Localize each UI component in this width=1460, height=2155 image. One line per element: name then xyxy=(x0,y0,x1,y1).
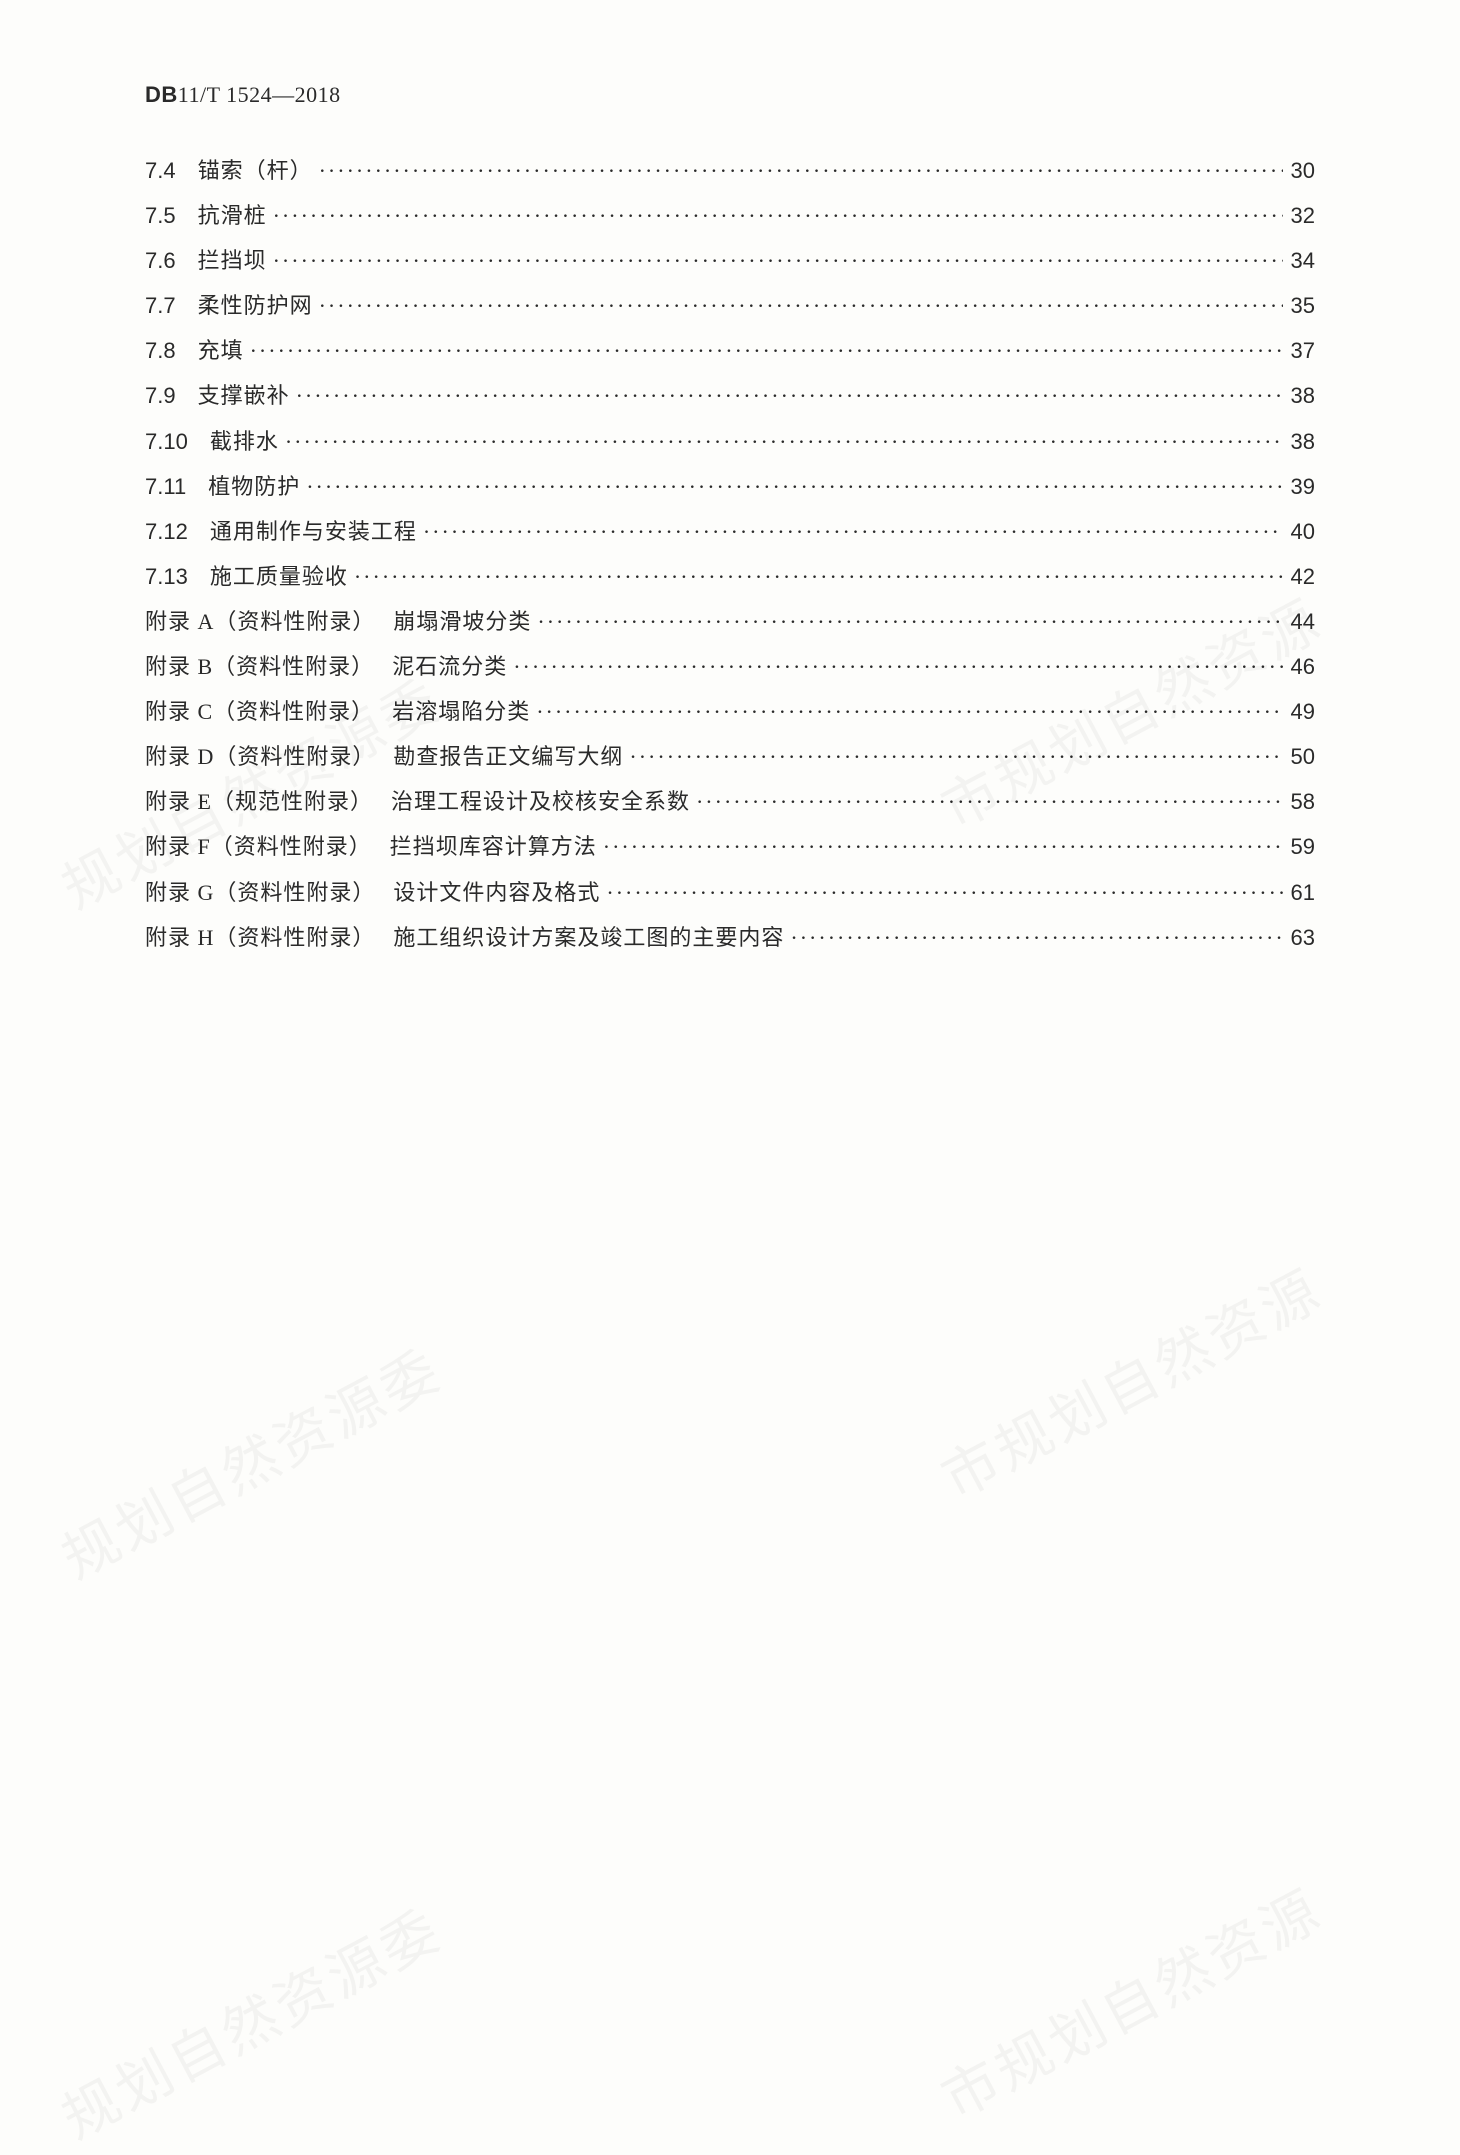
toc-appendix-entry: 附录 D（资料性附录）勘查报告正文编写大纲···················… xyxy=(145,734,1315,779)
page: DB11/T 1524—2018 7.4锚索（杆）···············… xyxy=(0,0,1460,2048)
doc-header: DB11/T 1524—2018 xyxy=(145,82,1315,108)
toc-entry-number: 7.13 xyxy=(145,554,210,599)
watermark-text: 市规划自然资源 xyxy=(926,1866,1335,2135)
toc-leader-dots: ········································… xyxy=(354,554,1283,599)
toc-entry-page: 40 xyxy=(1283,509,1315,554)
toc-entry-title: 支撑嵌补 xyxy=(198,373,296,418)
toc-appendix-title: 施工组织设计方案及竣工图的主要内容 xyxy=(393,915,790,960)
toc-entry-number: 7.10 xyxy=(145,419,210,464)
toc-leader-dots: ········································… xyxy=(273,193,1283,238)
toc-leader-dots: ········································… xyxy=(603,824,1283,869)
toc-appendix-label: 附录 F（资料性附录） xyxy=(145,824,390,869)
toc-leader-dots: ········································… xyxy=(319,283,1283,328)
toc-entry: 7.9支撑嵌补·································… xyxy=(145,373,1315,418)
toc-entry: 7.8充填···································… xyxy=(145,328,1315,373)
toc-entry: 7.11植物防护································… xyxy=(145,464,1315,509)
toc-appendix-title: 设计文件内容及格式 xyxy=(393,870,606,915)
toc-appendix-page: 61 xyxy=(1283,870,1315,915)
toc-entry-page: 38 xyxy=(1283,373,1315,418)
toc-entry-title: 植物防护 xyxy=(208,464,306,509)
toc-entry-page: 32 xyxy=(1283,193,1315,238)
toc-entry: 7.10截排水·································… xyxy=(145,419,1315,464)
toc-appendix-page: 49 xyxy=(1283,689,1315,734)
table-of-contents: 7.4锚索（杆）································… xyxy=(145,148,1315,960)
toc-leader-dots: ········································… xyxy=(790,915,1283,960)
toc-appendix-page: 58 xyxy=(1283,779,1315,824)
toc-entry: 7.13施工质量验收······························… xyxy=(145,554,1315,599)
toc-appendix-title: 勘查报告正文编写大纲 xyxy=(393,734,629,779)
toc-entry-title: 施工质量验收 xyxy=(210,554,354,599)
toc-leader-dots: ········································… xyxy=(629,734,1283,779)
toc-appendix-entry: 附录 H（资料性附录）施工组织设计方案及竣工图的主要内容············… xyxy=(145,915,1315,960)
watermark-text: 市规划自然资源 xyxy=(926,1246,1335,1515)
toc-appendix-page: 46 xyxy=(1283,644,1315,689)
toc-appendix-page: 50 xyxy=(1283,734,1315,779)
toc-appendix-label: 附录 B（资料性附录） xyxy=(145,644,392,689)
toc-entry-number: 7.6 xyxy=(145,238,198,283)
toc-entry: 7.6拦挡坝··································… xyxy=(145,238,1315,283)
watermark-text: 规划自然资源委 xyxy=(46,1886,455,2155)
toc-entry-number: 7.12 xyxy=(145,509,210,554)
toc-leader-dots: ········································… xyxy=(606,870,1283,915)
toc-appendix-title: 治理工程设计及校核安全系数 xyxy=(391,779,696,824)
toc-entry-title: 拦挡坝 xyxy=(198,238,273,283)
doc-code-rest: 11/T 1524—2018 xyxy=(178,82,341,107)
toc-leader-dots: ········································… xyxy=(536,689,1283,734)
toc-appendix-label: 附录 D（资料性附录） xyxy=(145,734,393,779)
toc-entry-page: 42 xyxy=(1283,554,1315,599)
toc-entry-title: 通用制作与安装工程 xyxy=(210,509,423,554)
toc-leader-dots: ········································… xyxy=(319,148,1283,193)
toc-appendix-title: 拦挡坝库容计算方法 xyxy=(390,824,603,869)
toc-entry: 7.5抗滑桩··································… xyxy=(145,193,1315,238)
toc-leader-dots: ········································… xyxy=(273,238,1283,283)
toc-entry-title: 抗滑桩 xyxy=(198,193,273,238)
toc-appendix-label: 附录 C（资料性附录） xyxy=(145,689,392,734)
toc-leader-dots: ········································… xyxy=(285,419,1283,464)
toc-entry-page: 39 xyxy=(1283,464,1315,509)
toc-entry-page: 37 xyxy=(1283,328,1315,373)
toc-appendix-page: 59 xyxy=(1283,824,1315,869)
toc-appendix-label: 附录 G（资料性附录） xyxy=(145,870,393,915)
toc-appendix-entry: 附录 F（资料性附录）拦挡坝库容计算方法····················… xyxy=(145,824,1315,869)
toc-entry-number: 7.5 xyxy=(145,193,198,238)
toc-entry-page: 38 xyxy=(1283,419,1315,464)
toc-appendix-entry: 附录 B（资料性附录）泥石流分类························… xyxy=(145,644,1315,689)
toc-appendix-label: 附录 E（规范性附录） xyxy=(145,779,391,824)
toc-entry-number: 7.11 xyxy=(145,464,208,509)
toc-entry-page: 34 xyxy=(1283,238,1315,283)
toc-entry-title: 锚索（杆） xyxy=(198,148,319,193)
toc-appendix-page: 44 xyxy=(1283,599,1315,644)
toc-entry-page: 30 xyxy=(1283,148,1315,193)
toc-leader-dots: ········································… xyxy=(296,373,1283,418)
toc-entry: 7.4锚索（杆）································… xyxy=(145,148,1315,193)
toc-entry-title: 截排水 xyxy=(210,419,285,464)
toc-appendix-entry: 附录 G（资料性附录）设计文件内容及格式····················… xyxy=(145,870,1315,915)
toc-entry-title: 柔性防护网 xyxy=(198,283,319,328)
toc-entry: 7.7柔性防护网································… xyxy=(145,283,1315,328)
toc-entry-number: 7.8 xyxy=(145,328,198,373)
toc-appendix-entry: 附录 E（规范性附录）治理工程设计及校核安全系数················… xyxy=(145,779,1315,824)
toc-leader-dots: ········································… xyxy=(696,779,1283,824)
toc-appendix-page: 63 xyxy=(1283,915,1315,960)
doc-code-bold: DB xyxy=(145,82,178,107)
toc-entry-title: 充填 xyxy=(198,328,250,373)
toc-entry-number: 7.4 xyxy=(145,148,198,193)
toc-appendix-label: 附录 A（资料性附录） xyxy=(145,599,393,644)
toc-entry-page: 35 xyxy=(1283,283,1315,328)
toc-appendix-entry: 附录 A（资料性附录）崩塌滑坡分类·······················… xyxy=(145,599,1315,644)
toc-entry: 7.12通用制作与安装工程···························… xyxy=(145,509,1315,554)
toc-leader-dots: ········································… xyxy=(423,509,1283,554)
watermark-text: 规划自然资源委 xyxy=(46,1326,455,1595)
toc-leader-dots: ········································… xyxy=(250,328,1283,373)
toc-appendix-title: 岩溶塌陷分类 xyxy=(392,689,536,734)
toc-appendix-title: 崩塌滑坡分类 xyxy=(393,599,537,644)
toc-appendix-title: 泥石流分类 xyxy=(392,644,513,689)
toc-leader-dots: ········································… xyxy=(306,464,1283,509)
toc-entry-number: 7.9 xyxy=(145,373,198,418)
toc-leader-dots: ········································… xyxy=(513,644,1283,689)
toc-leader-dots: ········································… xyxy=(537,599,1283,644)
toc-entry-number: 7.7 xyxy=(145,283,198,328)
toc-appendix-entry: 附录 C（资料性附录）岩溶塌陷分类·······················… xyxy=(145,689,1315,734)
toc-appendix-label: 附录 H（资料性附录） xyxy=(145,915,393,960)
